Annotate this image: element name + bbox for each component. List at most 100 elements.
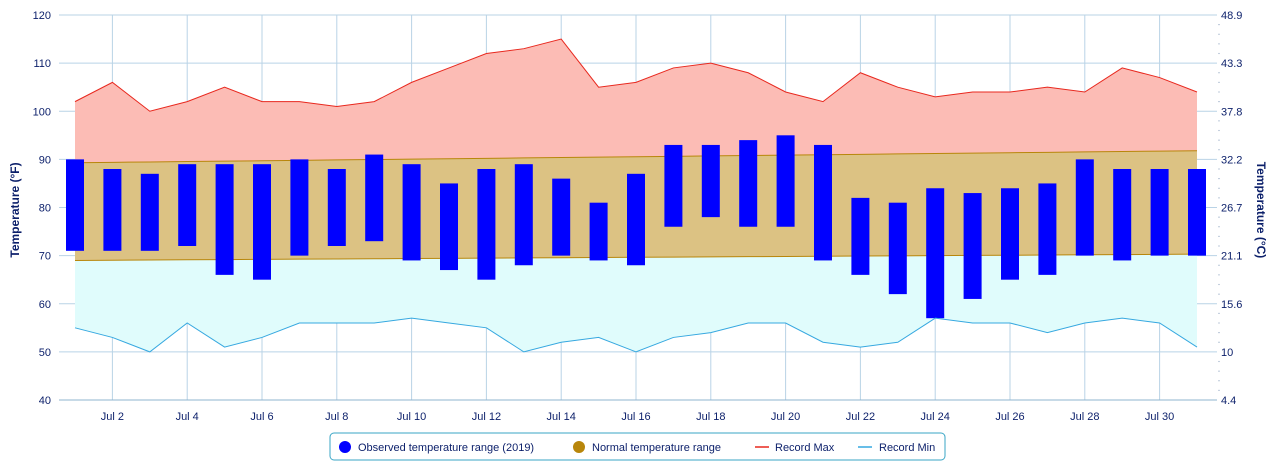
y-right-tick-label: 43.3 — [1221, 58, 1242, 70]
normal-high-line — [74, 150, 1198, 164]
minor-tick — [1218, 139, 1220, 141]
minor-tick — [1218, 149, 1220, 151]
minor-tick — [1218, 43, 1220, 45]
minor-tick — [1218, 72, 1220, 74]
legend-item-observed[interactable]: Observed temperature range (2019) — [339, 441, 534, 454]
observed-bar — [664, 144, 683, 227]
minor-tick — [1218, 264, 1220, 266]
observed-bar — [1150, 169, 1169, 256]
record-lines — [74, 38, 1198, 353]
observed-bar — [440, 183, 458, 271]
observed-bar — [402, 164, 421, 261]
legend-marker-observed — [339, 441, 351, 453]
legend-marker-normal — [573, 441, 585, 453]
x-tick-label: Jul 18 — [696, 411, 725, 423]
minor-tick — [1218, 322, 1220, 324]
minor-tick — [1218, 370, 1220, 372]
observed-bar — [739, 140, 758, 227]
x-tick-label: Jul 16 — [621, 411, 650, 423]
observed-bar — [477, 169, 496, 280]
observed-bar — [1038, 183, 1057, 275]
y-right-tick-label: 37.8 — [1221, 106, 1242, 118]
x-tick-label: Jul 4 — [176, 411, 199, 423]
minor-tick — [1218, 293, 1220, 295]
minor-tick — [1218, 120, 1220, 122]
y-right-tick-label: 21.1 — [1221, 251, 1242, 263]
observed-bar — [514, 164, 533, 266]
legend-item-normal[interactable]: Normal temperature range — [573, 441, 721, 454]
observed-bar — [215, 164, 234, 275]
observed-bar — [888, 202, 907, 295]
x-tick-label: Jul 10 — [397, 411, 426, 423]
minor-tick — [1218, 226, 1220, 228]
legend-label-record-max: Record Max — [775, 442, 835, 454]
y-left-tick-label: 60 — [39, 299, 51, 311]
y-left-tick-label: 90 — [39, 154, 51, 166]
x-tick-label: Jul 2 — [101, 411, 124, 423]
legend-box — [329, 432, 946, 461]
minor-tick — [1218, 389, 1220, 391]
observed-bar — [552, 178, 571, 256]
x-tick-label: Jul 30 — [1145, 411, 1174, 423]
minor-tick — [1218, 312, 1220, 314]
minor-tick — [1218, 283, 1220, 286]
y-left-tick-label: 120 — [33, 10, 51, 22]
minor-tick — [1218, 129, 1220, 132]
observed-bar — [1001, 188, 1019, 280]
minor-tick — [1218, 216, 1220, 218]
y-left-tick-label: 100 — [33, 106, 51, 118]
minor-tick — [1218, 332, 1220, 334]
minor-tick — [1218, 52, 1220, 55]
minor-tick — [1218, 245, 1220, 247]
minor-tick — [1218, 235, 1220, 237]
y-left-tick-label: 110 — [33, 58, 51, 70]
y-right-tick-label: 10 — [1221, 347, 1233, 359]
y-right-tick-label: 15.6 — [1221, 299, 1242, 311]
legend-label-record-min: Record Min — [879, 442, 935, 454]
legend-item-record-max[interactable]: Record Max — [755, 442, 835, 454]
legend-label-normal: Normal temperature range — [592, 442, 721, 454]
legend-item-record-min[interactable]: Record Min — [858, 442, 935, 454]
record-min-area — [75, 254, 1197, 352]
observed-bars — [66, 135, 1206, 319]
observed-bar — [1188, 169, 1206, 256]
x-tick-label: Jul 24 — [921, 411, 950, 423]
observed-bar — [103, 169, 122, 251]
observed-bar — [327, 169, 346, 246]
y-axis-left-title: Temperature (°F) — [8, 162, 22, 257]
minor-tick — [1218, 33, 1220, 35]
x-tick-label: Jul 26 — [995, 411, 1024, 423]
observed-bar — [814, 144, 832, 261]
legend-label-observed: Observed temperature range (2019) — [358, 442, 534, 454]
observed-bar — [851, 197, 870, 275]
y-left-tick-label: 80 — [39, 203, 51, 215]
y-left-tick-label: 50 — [39, 347, 51, 359]
y-right-tick-label: 32.2 — [1221, 154, 1242, 166]
observed-bar — [963, 193, 982, 299]
record-max-line — [74, 38, 1198, 112]
x-tick-label: Jul 22 — [846, 411, 875, 423]
observed-bar — [253, 164, 271, 280]
observed-bar — [1075, 159, 1094, 256]
minor-tick — [1218, 341, 1220, 343]
record-min-line — [74, 317, 1198, 353]
observed-bar — [589, 202, 608, 261]
observed-bar — [701, 144, 720, 218]
observed-bar — [627, 173, 645, 266]
observed-bar — [178, 164, 197, 246]
x-tick-label: Jul 8 — [325, 411, 348, 423]
y-left-tick-label: 40 — [39, 395, 51, 407]
minor-tick — [1218, 168, 1220, 170]
minor-tick — [1218, 178, 1220, 180]
observed-bar — [66, 159, 84, 251]
observed-bar — [140, 173, 159, 251]
y-right-tick-label: 4.4 — [1221, 395, 1236, 407]
minor-tick — [1218, 91, 1220, 93]
minor-tick — [1218, 81, 1220, 83]
minor-tick — [1218, 380, 1220, 382]
minor-tick — [1218, 101, 1220, 103]
observed-bar — [776, 135, 795, 227]
x-tick-label: Jul 6 — [250, 411, 273, 423]
y-axis-right-title: Temperature (°C) — [1254, 162, 1268, 259]
